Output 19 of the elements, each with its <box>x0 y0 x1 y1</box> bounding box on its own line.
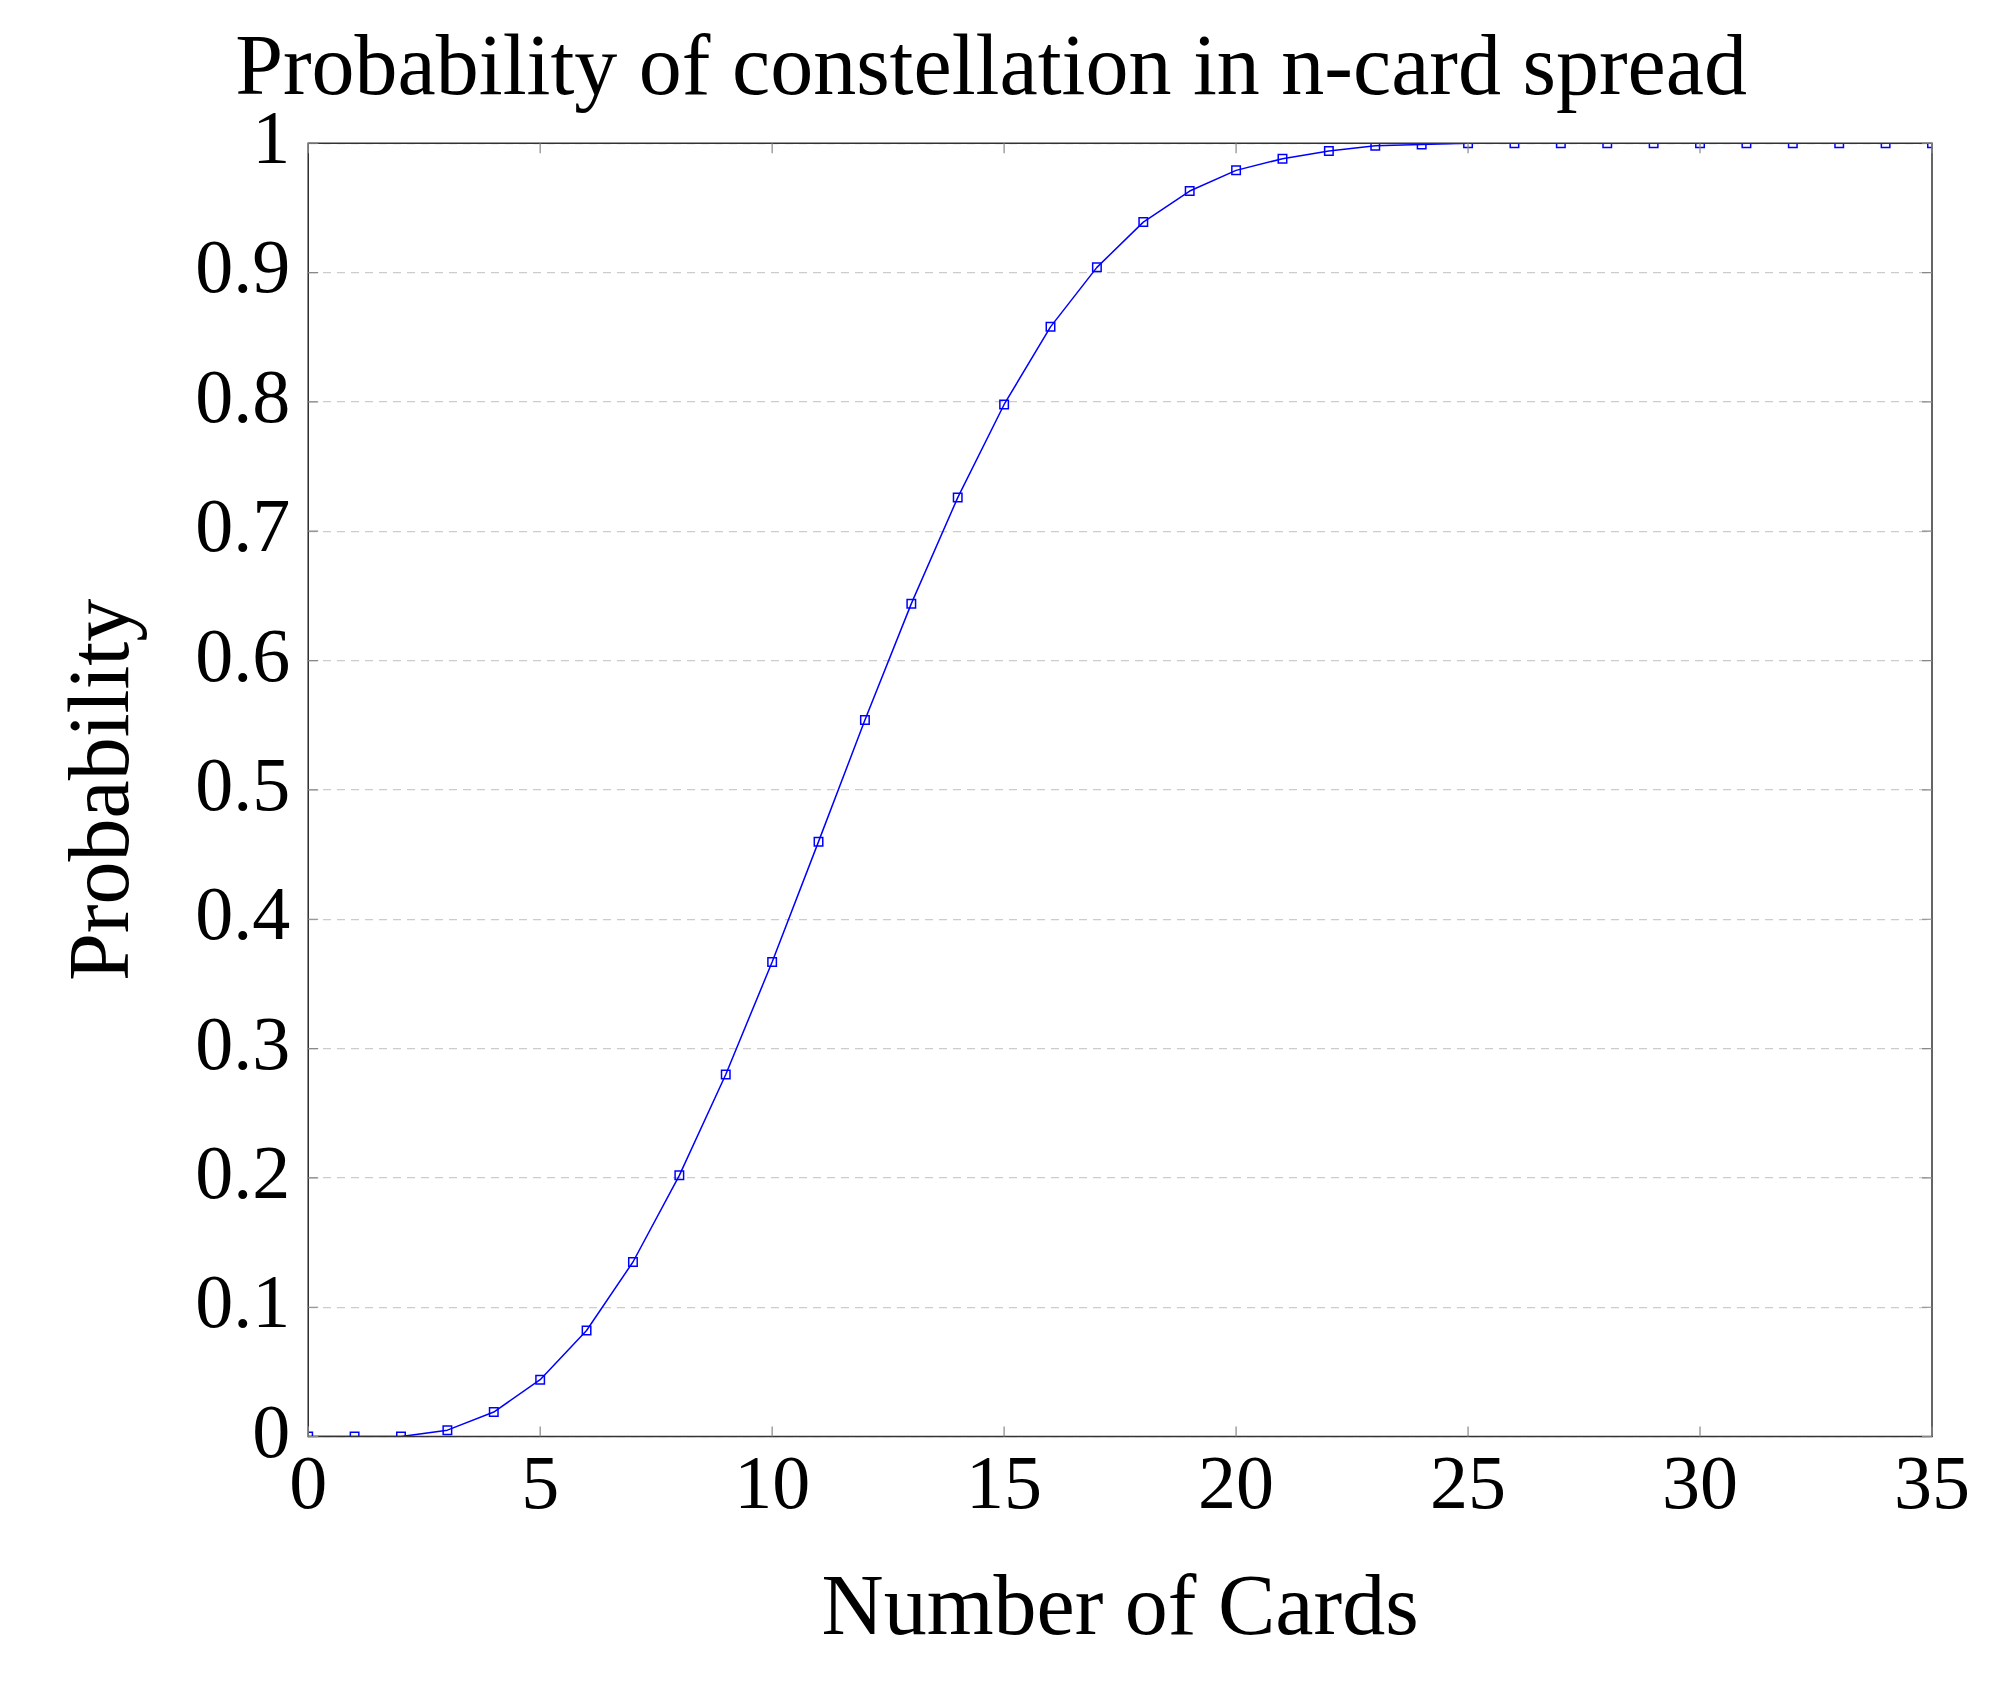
x-tick-label: 10 <box>734 1440 811 1525</box>
y-tick-label: 0.9 <box>195 224 291 309</box>
y-tick-label: 0.2 <box>195 1129 291 1214</box>
y-tick-label: 0.3 <box>195 1000 291 1085</box>
x-tick-label: 20 <box>1198 1440 1275 1525</box>
y-tick-label: 0.1 <box>195 1259 291 1344</box>
x-tick-label: 15 <box>966 1440 1043 1525</box>
y-tick-label: 0.5 <box>195 741 291 826</box>
x-tick-label: 5 <box>521 1440 560 1525</box>
x-axis-title: Number of Cards <box>821 1556 1419 1653</box>
y-tick-label: 0.6 <box>195 612 291 697</box>
y-tick-label: 0 <box>252 1388 291 1473</box>
y-tick-label: 0.7 <box>195 483 291 568</box>
y-axis-title: Probability <box>51 598 148 982</box>
x-tick-label: 35 <box>1894 1440 1970 1525</box>
x-tick-label: 30 <box>1662 1440 1739 1525</box>
x-tick-label: 25 <box>1430 1440 1507 1525</box>
y-tick-label: 0.4 <box>195 871 291 956</box>
y-tick-label: 0.8 <box>195 353 291 438</box>
